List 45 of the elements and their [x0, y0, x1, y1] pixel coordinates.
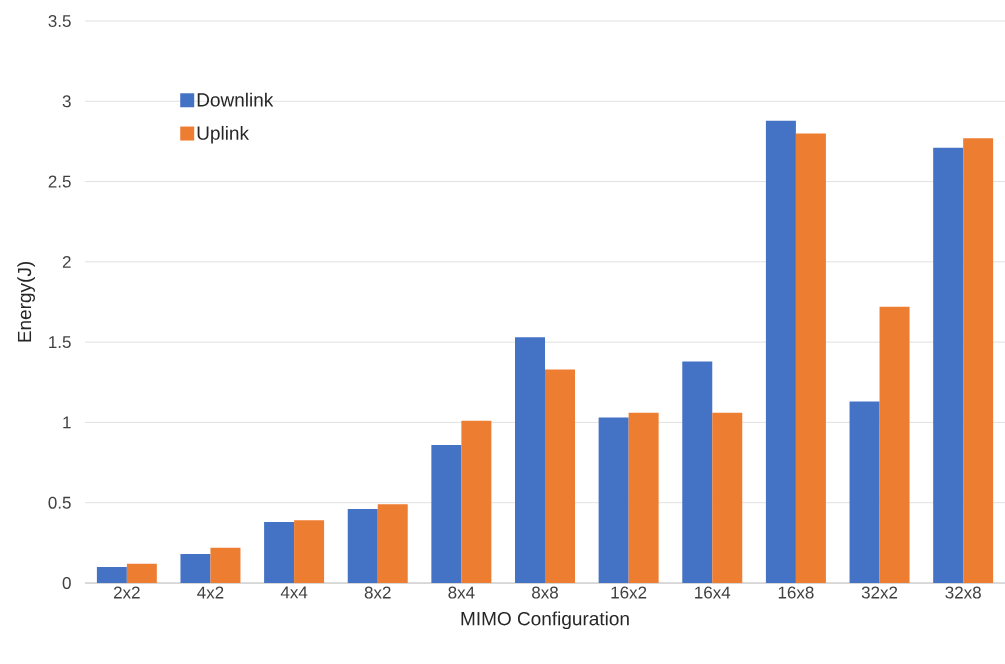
- bar: [126, 563, 157, 583]
- y-tick-label: 0.5: [48, 496, 71, 509]
- x-tick-label: 32x8: [945, 586, 981, 599]
- x-tick-label: 4x2: [197, 586, 224, 599]
- bar: [347, 509, 378, 583]
- bar: [210, 547, 241, 583]
- y-tick-label: 1.5: [49, 336, 71, 349]
- y-axis-title: Energy(J): [17, 262, 35, 342]
- bar: [598, 417, 629, 583]
- bar: [765, 120, 796, 583]
- bar: [795, 133, 826, 583]
- bar: [180, 554, 211, 583]
- x-tick-label: 8x8: [532, 586, 558, 599]
- bar: [963, 138, 994, 583]
- y-tick-label: 3: [62, 95, 71, 108]
- bar: [933, 147, 964, 583]
- bar: [431, 444, 462, 583]
- legend-label: Downlink: [197, 92, 274, 107]
- bar: [712, 412, 743, 583]
- x-tick-label: 16x4: [695, 586, 731, 599]
- y-tick-label: 2.5: [48, 175, 71, 188]
- bar: [682, 361, 713, 583]
- x-tick-label: 16x2: [611, 586, 647, 599]
- y-tick-label: 2: [62, 255, 71, 268]
- bar: [515, 337, 545, 583]
- x-tick-label: 8x4: [448, 586, 475, 599]
- bar: [545, 369, 575, 583]
- x-tick-label: 2x2: [113, 586, 140, 599]
- bar: [628, 412, 659, 583]
- bar: [377, 504, 408, 583]
- bar: [879, 306, 910, 583]
- x-tick-label: 32x2: [861, 586, 898, 599]
- bar: [264, 521, 295, 583]
- legend-label: Uplink: [197, 125, 250, 144]
- x-tick-label: 8x2: [364, 586, 391, 599]
- x-tick-label: 16x8: [778, 586, 814, 599]
- x-tick-label: 4x4: [280, 586, 308, 599]
- y-tick-label: 3.5: [48, 14, 71, 28]
- bar: [849, 401, 880, 583]
- bar: [96, 566, 127, 583]
- bar: [294, 520, 325, 583]
- bar: [461, 420, 492, 583]
- y-tick-label: 0: [62, 576, 71, 590]
- x-axis-title: MIMO Configuration: [461, 611, 629, 630]
- y-tick-label: 1: [63, 416, 71, 429]
